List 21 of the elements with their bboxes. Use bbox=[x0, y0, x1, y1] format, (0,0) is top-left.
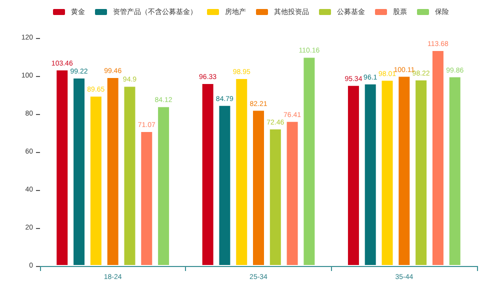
bar bbox=[398, 76, 411, 266]
bar bbox=[123, 86, 136, 266]
bar bbox=[140, 130, 154, 266]
bar bbox=[252, 110, 265, 266]
bar bbox=[286, 120, 299, 266]
bar bbox=[431, 50, 444, 266]
bar bbox=[89, 96, 102, 266]
bar bbox=[346, 84, 360, 266]
bar bbox=[157, 106, 170, 266]
bar bbox=[201, 82, 214, 266]
bar bbox=[268, 128, 282, 266]
bar bbox=[448, 76, 462, 266]
bar bbox=[364, 83, 377, 266]
bar bbox=[106, 77, 120, 266]
bar bbox=[414, 79, 428, 266]
bar bbox=[218, 104, 232, 266]
bar bbox=[56, 69, 69, 266]
bar bbox=[302, 56, 316, 266]
bar bbox=[380, 80, 394, 266]
bar bbox=[235, 78, 248, 266]
bar bbox=[72, 77, 86, 266]
